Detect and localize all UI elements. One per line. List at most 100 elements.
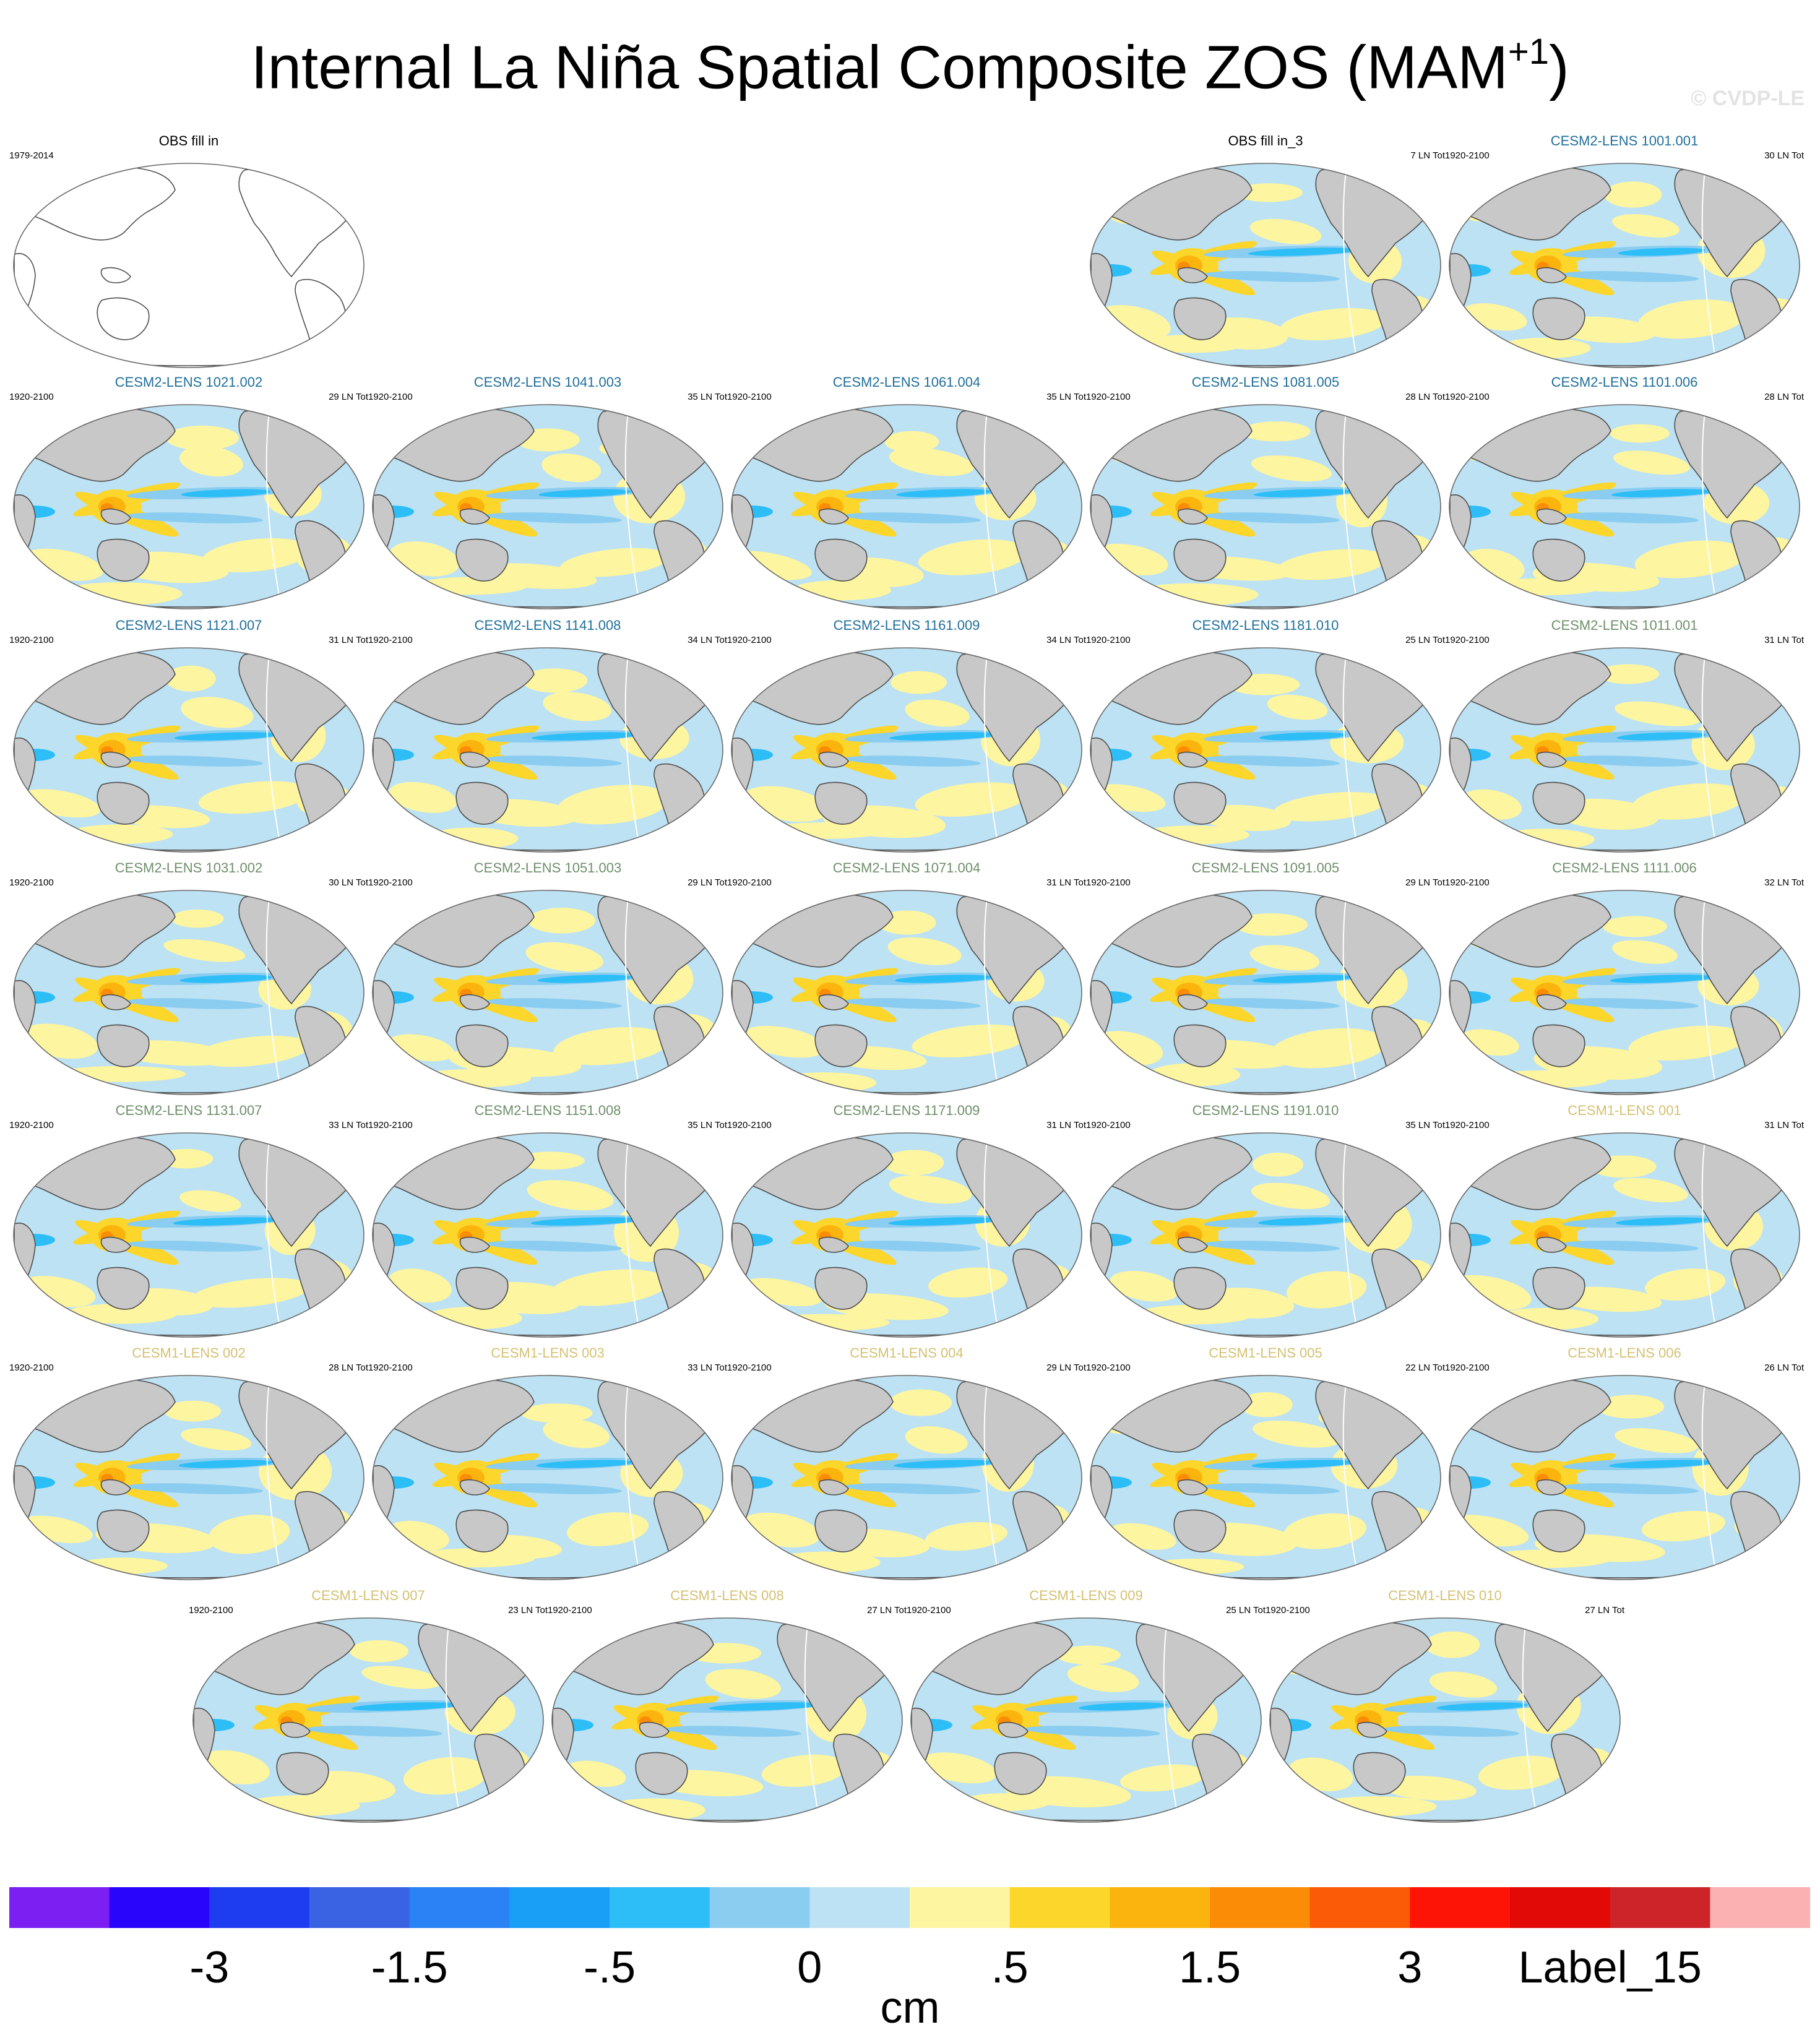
map-panel: CESM1-LENS 003 1920-2100 33 LN Tot (368, 1345, 727, 1586)
positive-anomaly-patch (179, 1190, 241, 1212)
map-outline (372, 404, 723, 609)
land-maritime-continent (818, 994, 849, 1010)
land-greenland (1016, 890, 1045, 911)
equatorial-negative-band (1204, 755, 1340, 767)
land-australia (1173, 538, 1227, 582)
equatorial-negative-core (1611, 489, 1712, 497)
equatorial-negative-core (896, 489, 991, 497)
equatorial-negative-band (1563, 1241, 1699, 1252)
positive-anomaly-patch (1241, 421, 1311, 442)
map-panel: CESM2-LENS 1051.003 1920-2100 29 LN Tot (368, 860, 727, 1101)
panel-period: 1920-2100 (1086, 635, 1131, 645)
positive-anomaly-patch (1381, 1775, 1477, 1801)
equatorial-negative-core (1248, 247, 1358, 256)
land-greenland (298, 163, 327, 184)
positive-anomaly-patch (1283, 1513, 1367, 1549)
positive-anomaly-patch (1253, 1420, 1341, 1448)
equatorial-negative-core (538, 489, 631, 497)
panel-event-count: 35 LN Tot (1046, 392, 1086, 402)
panel-event-count: 25 LN Tot (1226, 1605, 1266, 1616)
positive-anomaly-patch (1249, 945, 1320, 971)
land-greenland (657, 1375, 686, 1397)
map-panel-graphic (1449, 647, 1800, 853)
land-greenland (657, 890, 686, 911)
panel-period: 1920-2100 (1445, 1362, 1490, 1373)
land-maritime-continent (1177, 508, 1208, 525)
map-panel: OBS fill in_3 7 LN Tot (1086, 133, 1445, 374)
positive-anomaly-patch (1497, 337, 1591, 359)
colorbar-labels: -3 -1.5 -.5 0 .5 1.5 3 Label_15 (0, 1943, 1820, 1992)
equatorial-negative-core (1251, 1460, 1354, 1468)
map-panel-graphic (1269, 1617, 1621, 1823)
map-panel: CESM2-LENS 1081.005 1920-2100 28 LN Tot (1086, 374, 1445, 616)
map-field (14, 405, 364, 609)
land-australia (97, 1024, 150, 1067)
equatorial-negative-band (127, 512, 263, 523)
equatorial-negative-core (174, 732, 278, 741)
panel-period: 1920-2100 (9, 635, 54, 645)
dateline-seam (265, 411, 282, 609)
map-field (552, 1618, 902, 1822)
equatorial-negative-core (888, 1217, 999, 1226)
land-maritime-continent (459, 751, 490, 768)
map-panel: CESM1-LENS 008 1920-2100 27 LN Tot (548, 1588, 907, 1829)
land-australia (97, 297, 150, 340)
panel-period: 1920-2100 (1086, 877, 1131, 888)
positive-anomaly-patch (181, 697, 254, 728)
dateline-seam (1701, 897, 1718, 1095)
positive-anomaly-patch (1145, 1559, 1244, 1575)
equatorial-negative-band (1024, 1726, 1160, 1737)
panel-period: 1920-2100 (9, 1362, 54, 1373)
dateline-seam (1342, 897, 1359, 1095)
map-panel: CESM2-LENS 1041.003 1920-2100 35 LN Tot (368, 374, 727, 616)
equatorial-negative-band (1204, 1241, 1340, 1252)
land-greenland (298, 1375, 327, 1397)
colorbar-swatch (1009, 1887, 1110, 1928)
map-outline (372, 1375, 723, 1580)
map-panel: CESM2-LENS 1151.008 1920-2100 35 LN Tot (368, 1103, 727, 1344)
positive-anomaly-patch (1613, 1177, 1688, 1203)
equatorial-negative-core (894, 1460, 994, 1468)
positive-anomaly-patch (556, 785, 669, 825)
land-greenland (1554, 1618, 1583, 1639)
map-panel: CESM2-LENS 1071.004 1920-2100 31 LN Tot (727, 860, 1086, 1101)
map-field (373, 648, 723, 852)
panel-period: 1920-2100 (727, 635, 772, 645)
panel-event-count: 31 LN Tot (1764, 1120, 1804, 1130)
positive-anomaly-patch (1425, 1631, 1480, 1658)
land-maritime-continent (998, 1721, 1029, 1738)
equatorial-negative-core (895, 975, 993, 983)
land-greenland (1733, 1133, 1762, 1154)
panel-period: 1920-2100 (1445, 392, 1490, 402)
panel-event-count: 35 LN Tot (1405, 1120, 1445, 1130)
land-greenland (477, 1618, 506, 1639)
map-outline (1449, 890, 1800, 1095)
dateline-seam (983, 1139, 1000, 1337)
land-australia (455, 1509, 509, 1552)
positive-anomaly-patch (889, 447, 974, 476)
map-panel: CESM2-LENS 1191.010 1920-2100 35 LN Tot (1086, 1103, 1445, 1344)
positive-anomaly-patch (171, 909, 224, 928)
map-field (14, 890, 364, 1095)
map-panel: OBS fill in 1979-2014 (9, 133, 368, 374)
dateline-seam (624, 1382, 641, 1580)
panel-event-count: 28 LN Tot (329, 1362, 368, 1373)
land-maritime-continent (1356, 1721, 1387, 1738)
positive-anomaly-patch (1645, 1268, 1726, 1301)
land-australia (97, 538, 150, 582)
land-maritime-continent (100, 1236, 131, 1253)
dateline-seam (1342, 654, 1359, 852)
map-panel-graphic (372, 890, 723, 1095)
map-panel: CESM1-LENS 005 1920-2100 22 LN Tot (1086, 1345, 1445, 1586)
equatorial-negative-band (845, 1241, 981, 1252)
equatorial-negative-band (1563, 755, 1699, 767)
panel-title: CESM2-LENS 1101.006 (1551, 374, 1698, 390)
dateline-seam (1522, 1624, 1538, 1822)
map-field (1090, 1133, 1441, 1337)
map-outline (192, 1617, 544, 1823)
equatorial-negative-core (1610, 975, 1714, 983)
land-australia (814, 1267, 868, 1310)
land-greenland (1374, 648, 1404, 669)
positive-anomaly-patch (905, 1426, 968, 1454)
land-australia (1532, 297, 1585, 340)
